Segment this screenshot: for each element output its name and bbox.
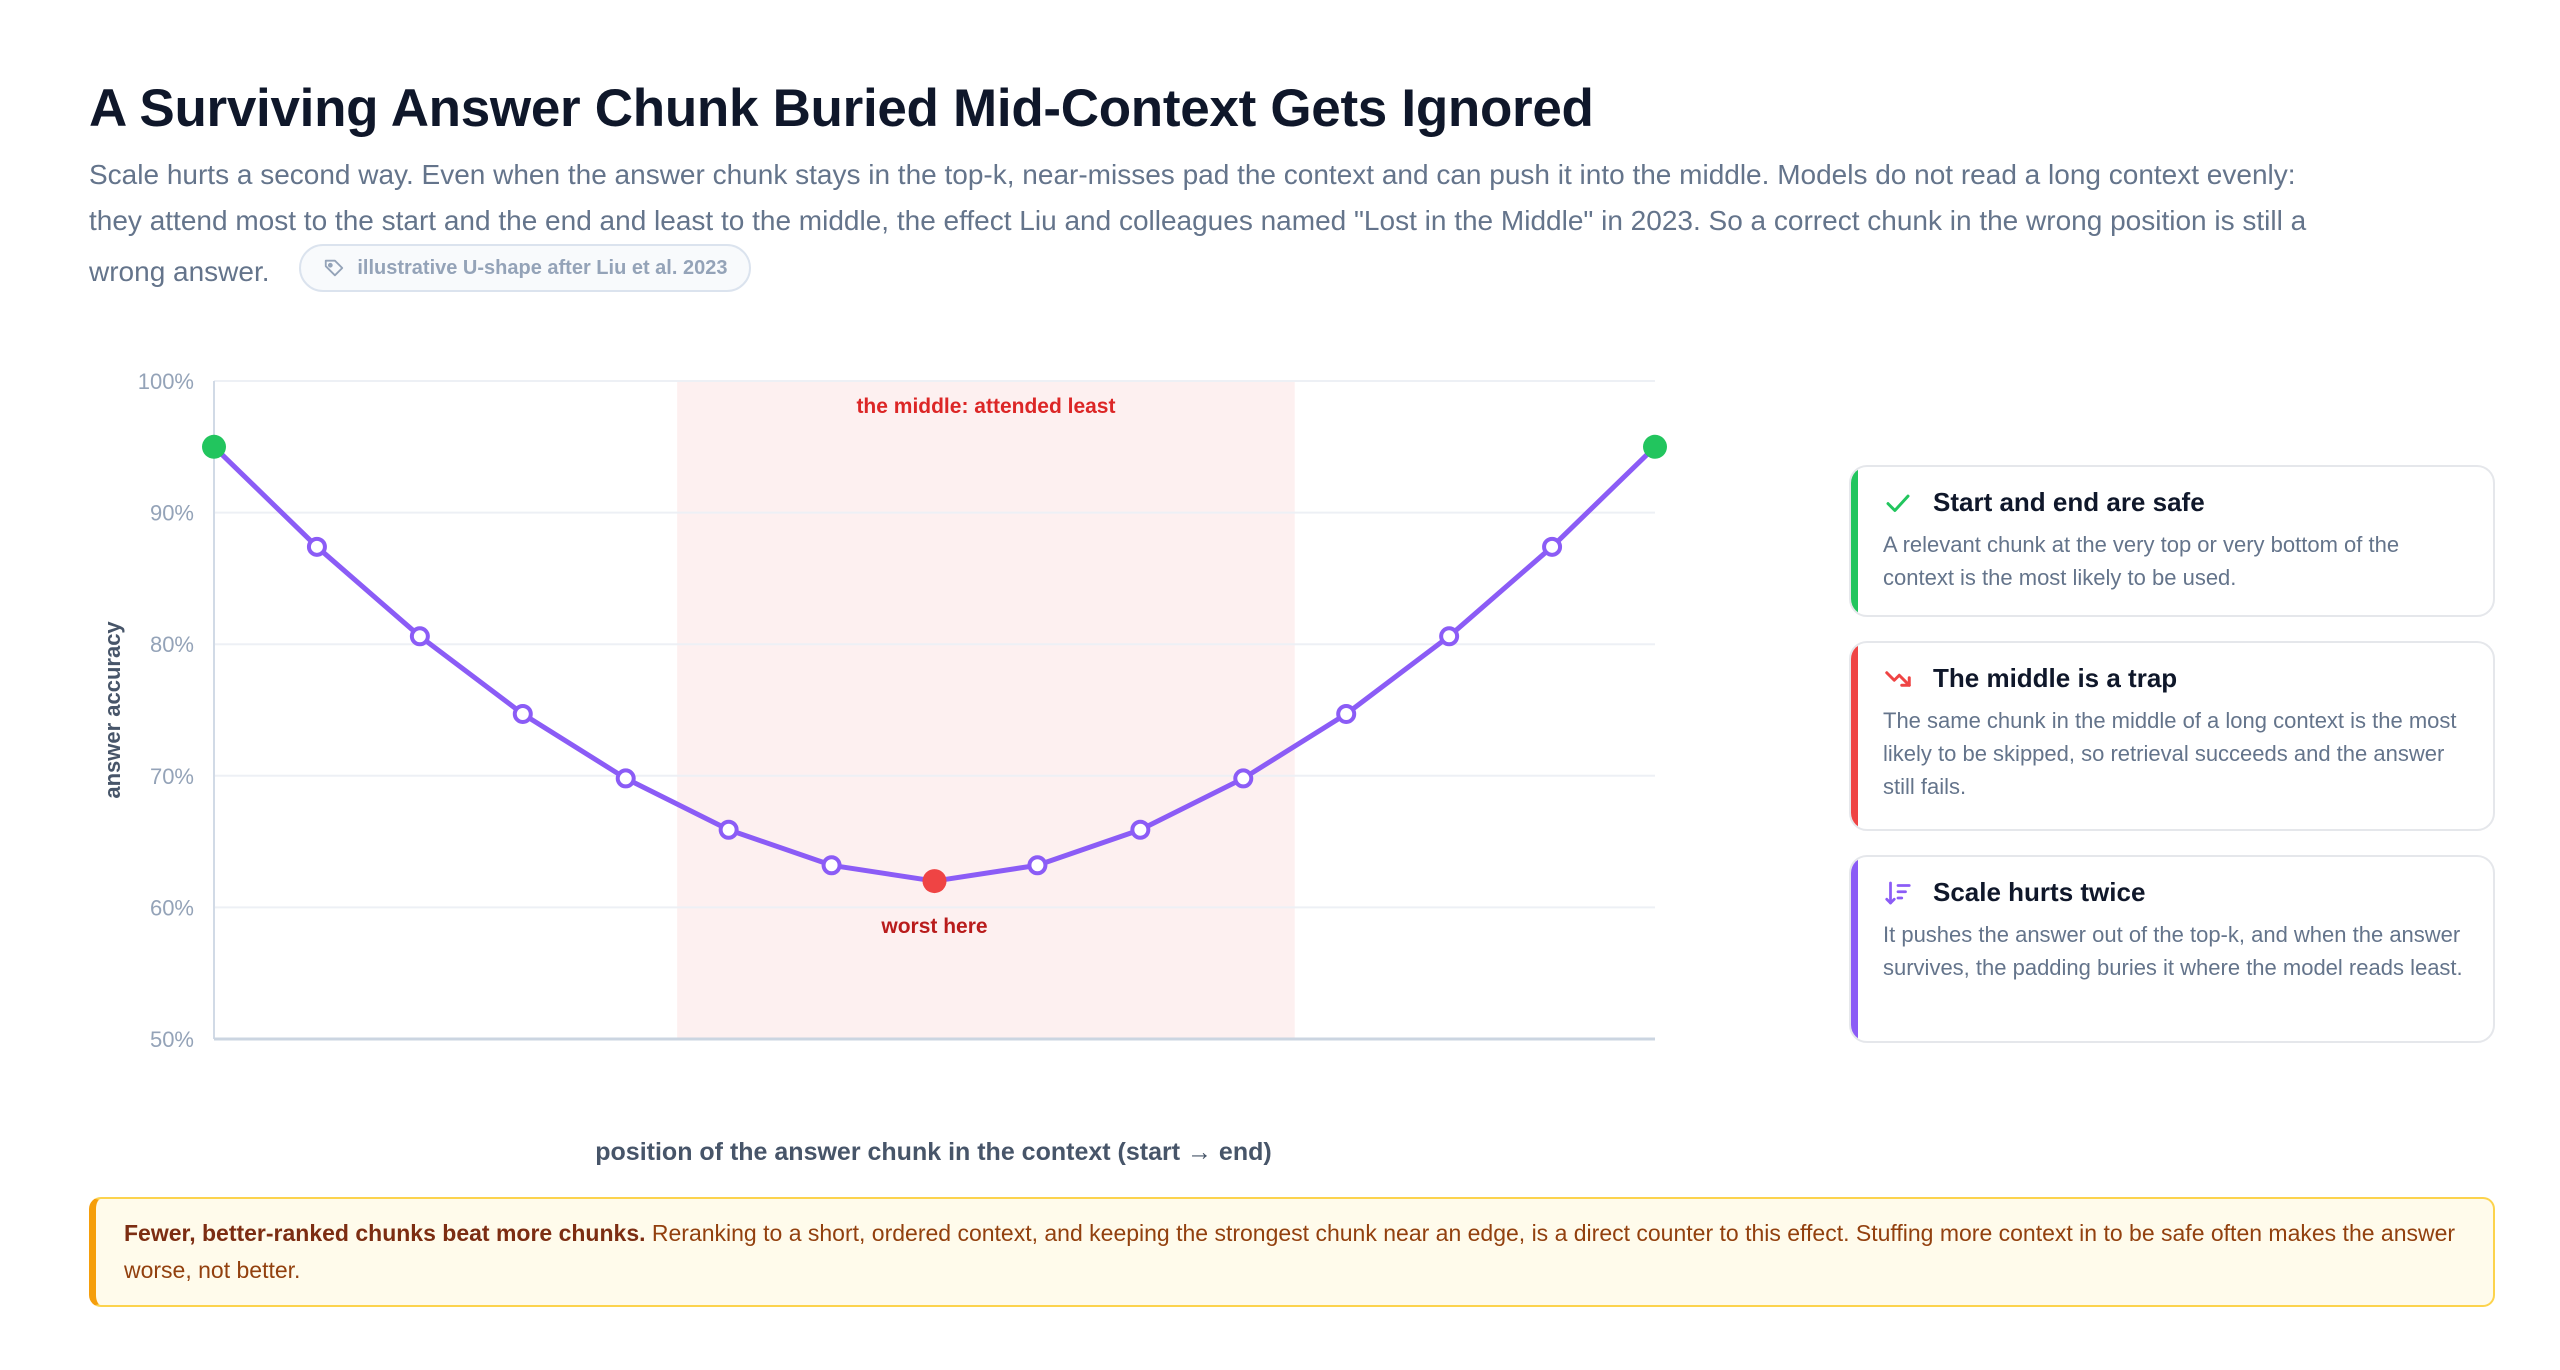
highlight-point [922,869,947,894]
y-tick-label: 80% [150,632,194,657]
y-tick-label: 60% [150,895,194,920]
data-point [1233,768,1254,789]
y-tick-label: 90% [150,501,194,526]
takeaway-callout: Fewer, better-ranked chunks beat more ch… [89,1197,2495,1307]
middle-band [677,381,1295,1039]
sort-descending-icon [1885,881,1911,904]
source-pill: illustrative U-shape after Liu et al. 20… [299,244,752,292]
card-title: The middle is a trap [1933,663,2178,693]
data-points [202,434,1667,894]
data-point [512,703,533,724]
subtitle-text: Scale hurts a second way. Even when the … [89,159,2307,287]
accuracy-chart: 50% 60% 70% 80% 90% 100% the middle: attended… [100,369,1667,1166]
card-start-end-safe: Start and end are safe A relevant chunk … [1849,465,2495,617]
band-label: the middle: attended least [856,395,1115,418]
card-body: It pushes the answer out of the top-k, a… [1883,922,2463,980]
insight-cards: Start and end are safe A relevant chunk … [1849,465,2495,1067]
y-tick-label: 100% [138,369,194,394]
card-scale-hurts: Scale hurts twice It pushes the answer o… [1849,855,2495,1043]
data-point [1336,703,1357,724]
card-middle-trap: The middle is a trap The same chunk in t… [1849,641,2495,831]
highlight-point [1643,434,1667,459]
data-point [718,819,739,840]
card-body: A relevant chunk at the very top or very… [1883,532,2400,590]
chart-gridlines [214,380,1655,909]
page-title: A Surviving Answer Chunk Buried Mid-Cont… [89,79,1594,138]
worst-annotation: worst here [880,915,987,938]
card-title: Scale hurts twice [1933,877,2146,907]
y-tick-labels: 50% 60% 70% 80% 90% 100% [138,369,194,1052]
data-point [1542,536,1563,557]
y-axis-label: answer accuracy [100,621,125,799]
data-point [1027,855,1048,876]
data-point [306,536,327,557]
data-point [1439,626,1460,647]
callout-strong: Fewer, better-ranked chunks beat more ch… [124,1220,646,1246]
x-axis-label: position of the answer chunk in the cont… [595,1138,1271,1166]
card-body: The same chunk in the middle of a long c… [1883,708,2457,799]
trend-down-icon [1885,670,1911,687]
data-point [615,768,636,789]
card-title: Start and end are safe [1933,487,2205,517]
subtitle-paragraph: Scale hurts a second way. Even when the … [89,152,2329,295]
data-point [821,855,842,876]
data-point [409,626,430,647]
source-pill-label: illustrative U-shape after Liu et al. 20… [357,257,728,279]
y-tick-label: 50% [150,1027,194,1052]
data-point [1130,819,1151,840]
tag-icon [325,259,344,277]
callout-text: Reranking to a short, ordered context, a… [124,1220,2456,1283]
check-icon [1886,494,1910,512]
y-tick-label: 70% [150,764,194,789]
highlight-point [202,434,226,459]
